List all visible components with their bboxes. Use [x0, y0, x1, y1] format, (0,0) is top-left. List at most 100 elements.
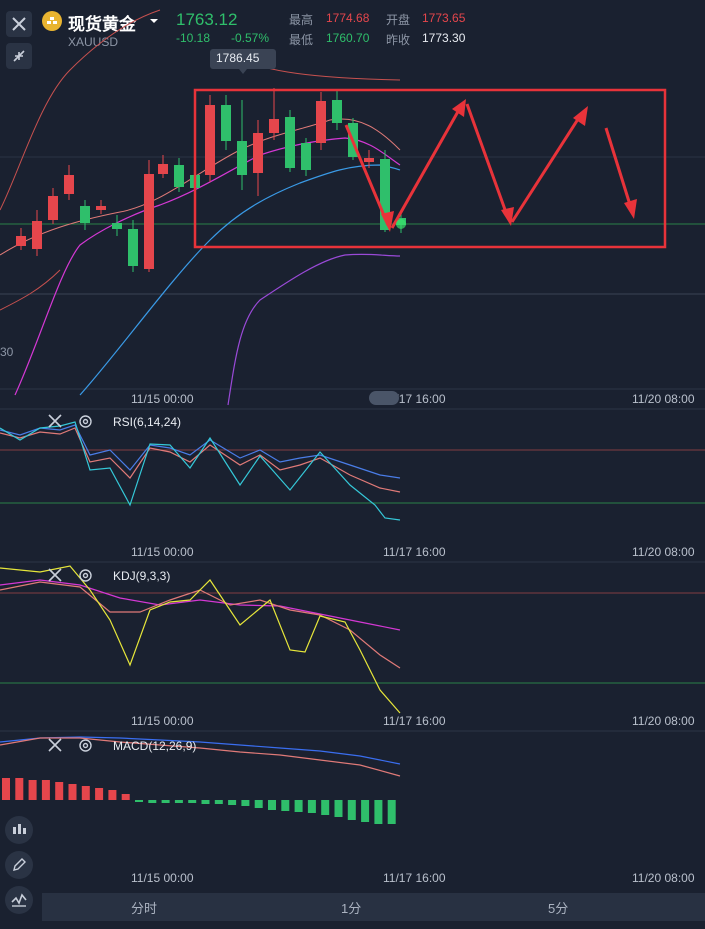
macd-histogram [2, 778, 396, 824]
tab-1min[interactable]: 1分 [341, 901, 362, 916]
pencil-icon[interactable] [5, 851, 33, 879]
candle-body [174, 165, 184, 187]
macd-bar [188, 800, 197, 803]
rsi-label: RSI(6,14,24) [113, 415, 182, 429]
candle-body [64, 175, 74, 194]
macd-bar [108, 790, 117, 800]
gear-icon[interactable] [78, 568, 93, 588]
macd-bar [201, 800, 210, 804]
tab-5min[interactable]: 5分 [548, 901, 569, 916]
candle-body [380, 159, 390, 230]
macd-bar [214, 800, 223, 804]
candle-body [112, 223, 122, 229]
macd-bar [347, 800, 356, 820]
macd-bar [241, 800, 250, 806]
macd-bar [15, 778, 24, 800]
candle-body [144, 174, 154, 269]
macd-label: MACD(12,26,9) [113, 739, 197, 753]
time-label-1: 11/15 00:00 [131, 392, 194, 406]
gold-coin-icon [42, 11, 62, 31]
close-icon[interactable] [48, 414, 62, 433]
macd-bar [281, 800, 290, 811]
macd-bar [55, 782, 64, 800]
price-tooltip: 1786.45 [216, 51, 260, 65]
last-price: 1763.12 [176, 10, 238, 29]
annotation-box [193, 88, 667, 249]
macd-bar [307, 800, 316, 813]
candle-body [285, 117, 295, 168]
open-label: 开盘 [386, 13, 411, 27]
macd-bar [121, 794, 130, 800]
candle-body [16, 236, 26, 246]
close-icon[interactable] [48, 738, 62, 757]
macd-bar [161, 800, 170, 803]
gear-icon[interactable] [78, 738, 93, 758]
macd-bar [268, 800, 276, 810]
macd-bar [361, 800, 370, 822]
time-label-2: 11/17 16:00 [383, 714, 446, 728]
price-change-pct: -0.57% [231, 31, 270, 45]
time-label-1: 11/15 00:00 [131, 545, 194, 559]
candles-group [16, 88, 406, 272]
macd-bar [2, 778, 10, 800]
collapse-icon[interactable] [6, 43, 32, 69]
candle-body [253, 133, 263, 173]
macd-bar [81, 786, 90, 800]
time-label-1: 11/15 00:00 [131, 871, 194, 885]
scroll-handle[interactable] [369, 391, 399, 405]
price-axis-label: 30 [0, 345, 14, 359]
macd-bar [135, 800, 143, 802]
candle-body [48, 196, 58, 220]
candlestick-icon[interactable] [5, 816, 33, 844]
macd-bar [334, 800, 343, 817]
candle-body [158, 164, 168, 174]
macd-bar [228, 800, 237, 805]
macd-bar [95, 788, 104, 800]
candle-body [269, 119, 279, 133]
macd-bar [174, 800, 183, 803]
candle-body [364, 158, 374, 162]
prev-close-value: 1773.30 [422, 31, 466, 45]
candle-body [332, 100, 342, 123]
prev-close-label: 昨收 [386, 33, 411, 47]
tab-timeshare[interactable]: 分时 [131, 901, 158, 916]
close-icon[interactable] [6, 11, 32, 37]
macd-bar [387, 800, 396, 824]
macd-bar [68, 784, 77, 800]
kdj-label: KDJ(9,3,3) [113, 569, 171, 583]
open-value: 1773.65 [422, 11, 466, 25]
high-value: 1774.68 [326, 11, 370, 25]
low-value: 1760.70 [326, 31, 370, 45]
macd-bar [294, 800, 303, 812]
macd-bar [148, 800, 157, 803]
high-label: 最高 [289, 13, 314, 27]
candle-body [301, 143, 311, 170]
macd-bar [28, 780, 37, 800]
price-change: -10.18 [176, 31, 211, 45]
candle-body [316, 101, 326, 143]
time-label-1: 11/15 00:00 [131, 714, 194, 728]
candle-body [205, 105, 215, 175]
candle-body [32, 221, 42, 249]
time-label-3: 11/20 08:00 [632, 871, 695, 885]
time-label-3: 11/20 08:00 [632, 392, 695, 406]
indicator-icon[interactable] [5, 886, 33, 914]
time-label-3: 11/20 08:00 [632, 545, 695, 559]
candle-body [128, 229, 138, 266]
candle-body [237, 141, 247, 175]
time-label-2: 11/17 16:00 [383, 545, 446, 559]
macd-bar [41, 780, 50, 800]
candle-body [96, 206, 106, 210]
macd-bar [254, 800, 263, 808]
gear-icon[interactable] [78, 414, 93, 434]
chevron-down-icon[interactable] [149, 13, 159, 31]
instrument-name[interactable]: 现货黄金 [68, 15, 136, 34]
close-icon[interactable] [48, 568, 62, 587]
low-label: 最低 [289, 33, 314, 47]
time-label-2: 11/17 16:00 [383, 871, 446, 885]
symbol-code: XAUUSD [68, 35, 119, 49]
time-label-3: 11/20 08:00 [632, 714, 695, 728]
macd-bar [321, 800, 330, 815]
candle-body [221, 105, 231, 141]
